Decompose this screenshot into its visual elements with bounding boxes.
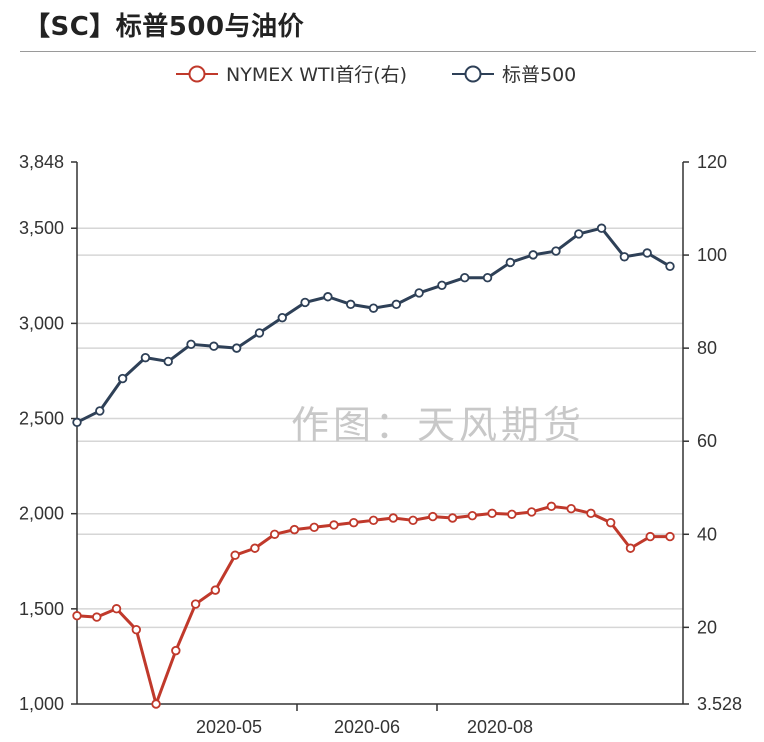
data-point: [566, 503, 576, 514]
data-point: [231, 343, 242, 353]
data-point: [625, 543, 636, 553]
right-tick-label: 60: [697, 431, 717, 451]
series-layer: [72, 223, 675, 709]
right-tick-label: 3.528: [697, 694, 742, 714]
left-axis-ticks: 3,848 3,500 3,000 2,500 2,000 1,500 1,000: [19, 152, 77, 714]
data-point: [186, 339, 196, 350]
data-point: [368, 303, 379, 313]
data-point: [606, 517, 616, 528]
data-point: [117, 373, 128, 384]
data-point: [586, 508, 596, 519]
right-tick-label: 40: [697, 524, 717, 544]
data-point: [250, 543, 260, 553]
data-point: [487, 508, 497, 519]
gridlines: [77, 227, 683, 629]
legend-marker: [188, 65, 206, 83]
data-point: [140, 352, 151, 363]
data-point: [289, 524, 300, 535]
data-point: [428, 511, 438, 522]
data-point: [482, 273, 493, 283]
legend-item: NYMEX WTI首行(右): [176, 64, 407, 86]
data-point: [345, 299, 356, 310]
data-point: [391, 299, 402, 310]
data-point: [460, 273, 470, 283]
data-point: [349, 517, 359, 528]
left-tick-label: 1,000: [19, 694, 64, 714]
right-tick-label: 120: [697, 152, 727, 172]
data-point: [131, 624, 141, 635]
data-point: [269, 529, 280, 539]
x-tick-label: 2020-06: [334, 717, 400, 737]
legend: NYMEX WTI首行(右) 标普500: [176, 64, 576, 86]
series-line: [76, 226, 671, 424]
data-point: [95, 406, 105, 416]
data-point: [507, 509, 517, 519]
data-point: [408, 515, 418, 526]
left-tick-label: 2,500: [19, 409, 64, 429]
data-point: [574, 229, 584, 239]
left-tick-label: 3,500: [19, 218, 64, 238]
series-sp500: [72, 223, 675, 428]
data-point: [546, 501, 557, 512]
right-tick-label: 20: [697, 617, 717, 637]
data-point: [92, 612, 102, 622]
left-tick-label: 2,000: [19, 504, 64, 524]
x-tick-label: 2020-05: [196, 717, 262, 737]
x-axis-ticks: 2020-05 2020-06 2020-08: [196, 704, 533, 737]
left-tick-label: 3,848: [19, 152, 64, 172]
legend-label: NYMEX WTI首行(右): [226, 64, 407, 86]
right-tick-label: 80: [697, 338, 717, 358]
data-point: [171, 645, 181, 656]
watermark: 作图：天风期货: [291, 403, 585, 447]
data-point: [526, 507, 537, 517]
data-point: [230, 550, 240, 560]
data-point: [151, 699, 161, 709]
left-tick-label: 1,500: [19, 599, 64, 619]
data-point: [665, 531, 675, 542]
data-point: [368, 515, 379, 526]
data-point: [447, 513, 458, 523]
data-point: [665, 261, 675, 271]
data-point: [619, 252, 630, 262]
series-line: [76, 504, 670, 706]
data-point: [642, 248, 652, 258]
data-point: [388, 513, 398, 523]
data-point: [210, 585, 221, 595]
data-point: [163, 356, 173, 367]
data-point: [309, 522, 319, 532]
data-point: [72, 611, 82, 621]
data-point: [645, 531, 655, 542]
data-point: [300, 297, 310, 308]
data-point: [277, 312, 287, 323]
data-point: [254, 328, 265, 338]
chart-title: 【SC】标普500与油价: [24, 12, 305, 42]
left-tick-label: 3,000: [19, 313, 64, 333]
legend-marker: [464, 65, 482, 83]
data-point: [209, 341, 219, 351]
data-point: [190, 599, 201, 609]
data-point: [329, 520, 339, 530]
legend-item: 标普500: [452, 64, 576, 86]
data-point: [505, 257, 516, 268]
data-point: [528, 250, 538, 260]
data-point: [551, 246, 561, 256]
legend-label: 标普500: [502, 64, 576, 86]
data-point: [467, 510, 478, 521]
data-point: [414, 288, 424, 298]
right-axis-ticks: 120 100 80 60 40 20 3.528: [683, 152, 742, 714]
series-wti: [72, 501, 675, 709]
data-point: [72, 417, 82, 428]
right-tick-label: 100: [697, 245, 727, 265]
title-divider: [20, 51, 756, 52]
data-point: [111, 604, 122, 614]
x-tick-label: 2020-08: [467, 717, 533, 737]
data-point: [437, 280, 447, 291]
data-point: [596, 223, 607, 233]
data-point: [323, 292, 333, 302]
